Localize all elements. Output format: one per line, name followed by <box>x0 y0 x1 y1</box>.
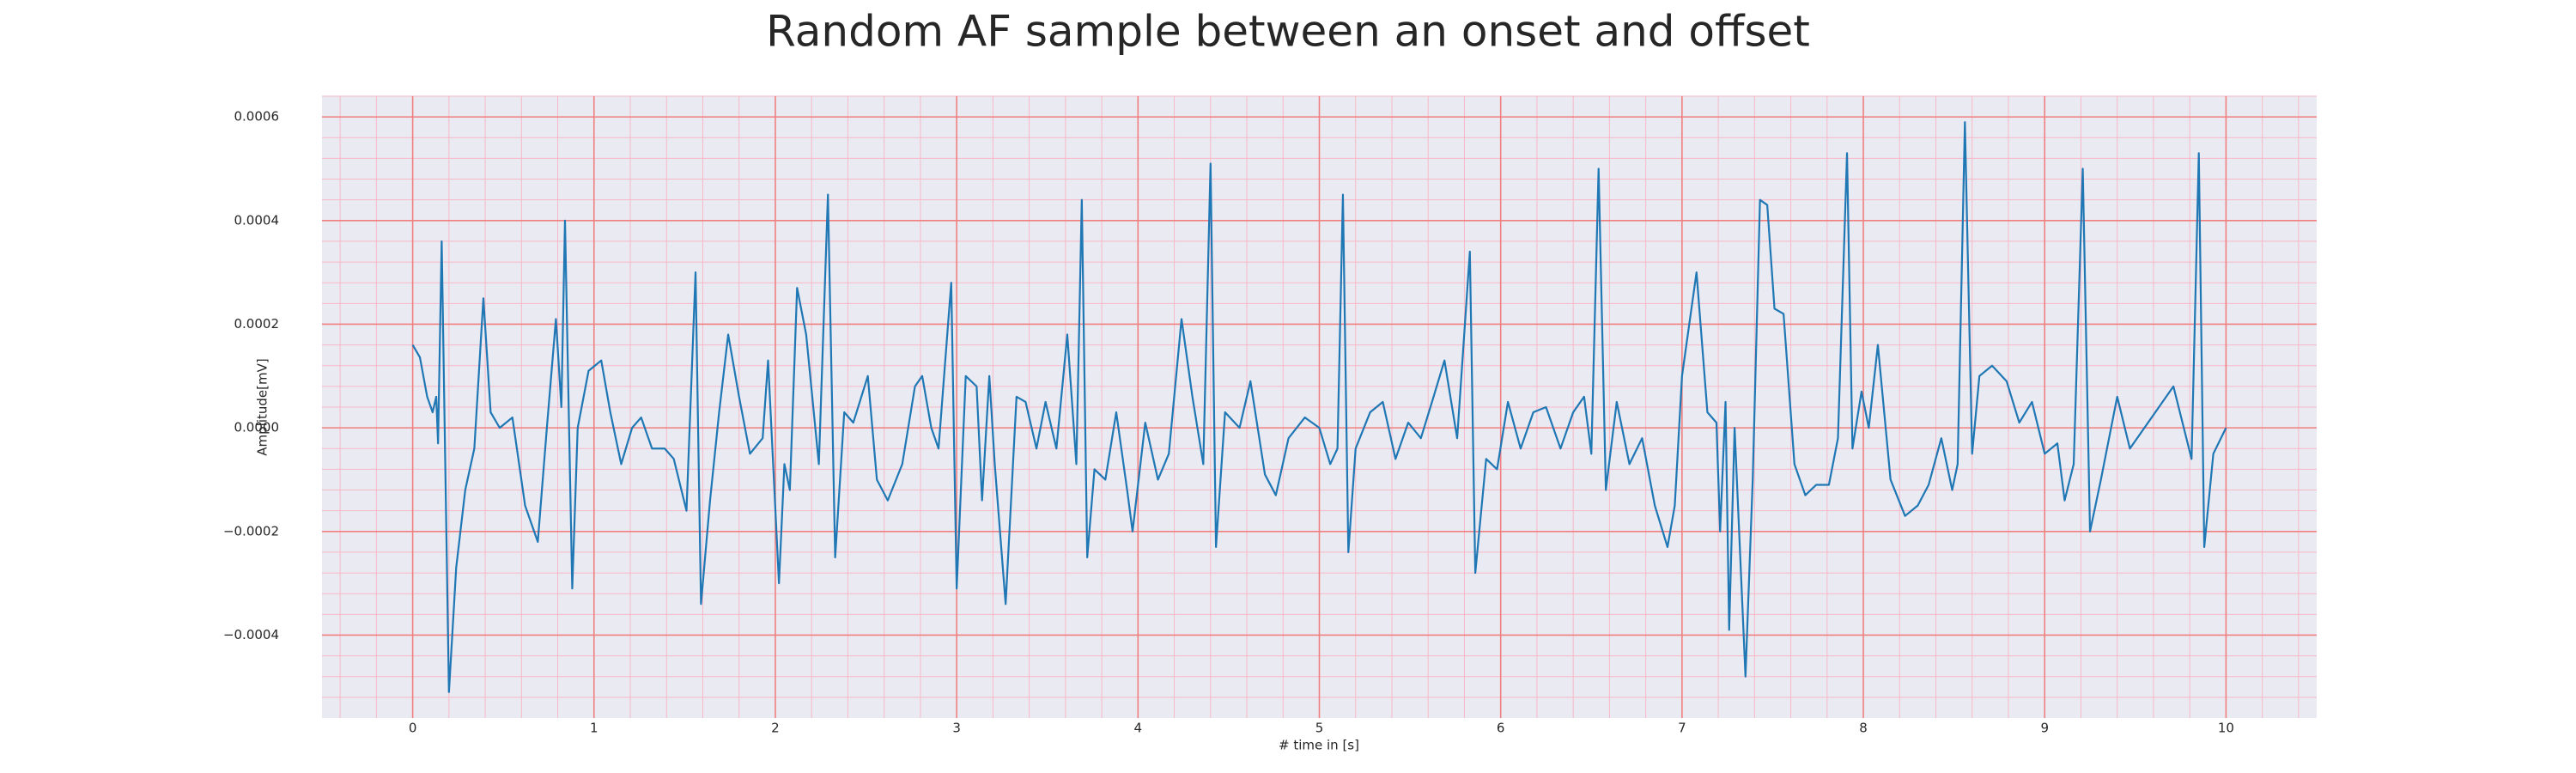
x-tick-label: 3 <box>952 721 961 736</box>
signal-line <box>411 121 2227 693</box>
chart-title: Random AF sample between an onset and of… <box>766 7 1810 57</box>
x-tick-label: 1 <box>590 721 598 736</box>
x-tick-label: 5 <box>1315 721 1324 736</box>
data-layer <box>411 121 2227 693</box>
x-tick-label: 2 <box>771 721 780 736</box>
y-axis-label: Amplitude[mV] <box>255 358 270 455</box>
y-tick-label: 0.0006 <box>234 109 280 125</box>
major-grid <box>322 96 2317 718</box>
y-tick-label: 0.0002 <box>234 316 280 332</box>
x-tick-label: 4 <box>1134 721 1143 736</box>
x-axis-label: # time in [s] <box>1279 738 1359 753</box>
x-tick-label: 0 <box>409 721 417 736</box>
y-tick-label: 0.0000 <box>234 420 280 435</box>
x-tick-label: 7 <box>1678 721 1686 736</box>
y-tick-label: 0.0004 <box>234 212 280 228</box>
x-tick-label: 6 <box>1497 721 1505 736</box>
y-tick-label: −0.0004 <box>223 627 279 642</box>
x-tick-label: 10 <box>2218 721 2234 736</box>
y-tick-label: −0.0002 <box>223 523 279 539</box>
x-tick-label: 9 <box>2040 721 2049 736</box>
x-tick-label: 8 <box>1859 721 1868 736</box>
